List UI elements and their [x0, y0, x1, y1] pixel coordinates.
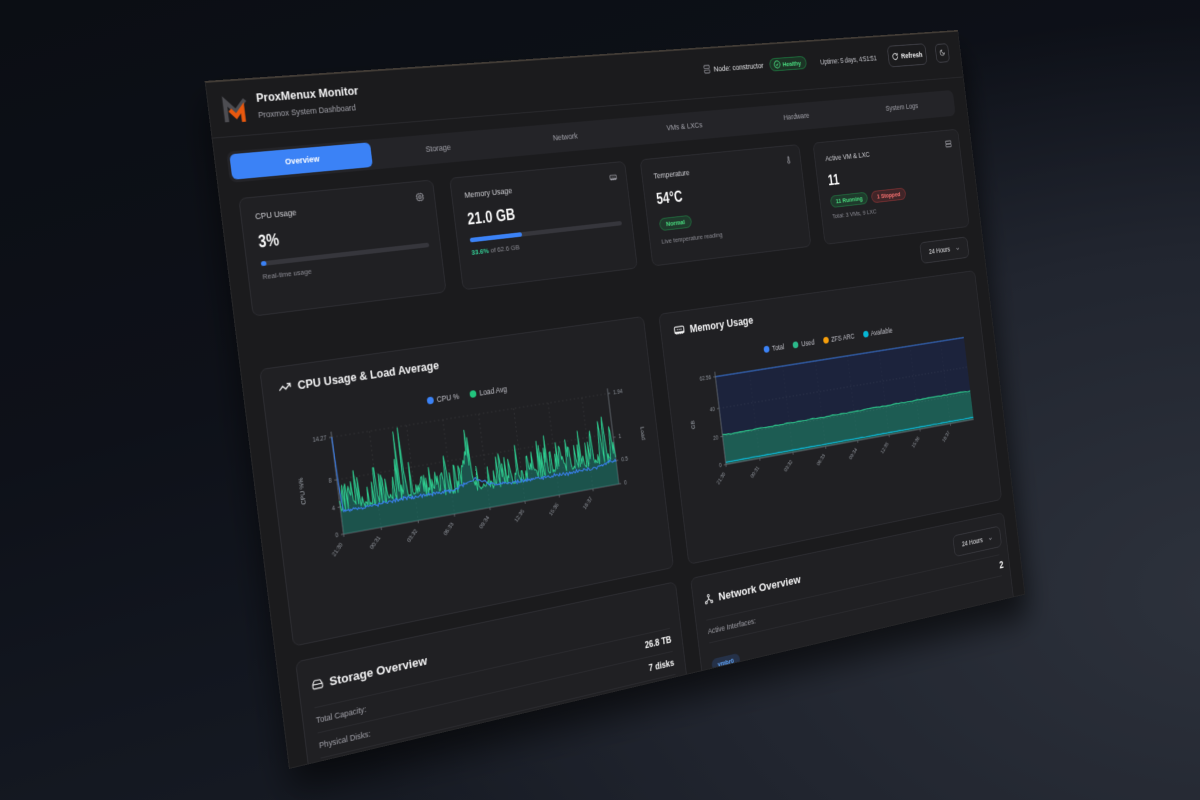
svg-text:06:33: 06:33 — [817, 453, 827, 467]
svg-text:62.56: 62.56 — [700, 376, 712, 383]
svg-text:00:31: 00:31 — [370, 535, 383, 551]
svg-text:14.27: 14.27 — [312, 436, 327, 444]
svg-text:0.5: 0.5 — [621, 457, 629, 464]
svg-text:18:37: 18:37 — [583, 496, 595, 511]
svg-text:21:30: 21:30 — [332, 542, 345, 558]
svg-text:0: 0 — [719, 464, 723, 470]
svg-text:18:37: 18:37 — [942, 430, 951, 443]
svg-text:4: 4 — [332, 506, 336, 512]
svg-text:03:32: 03:32 — [784, 459, 794, 473]
svg-text:1: 1 — [618, 434, 622, 440]
svg-text:15:36: 15:36 — [549, 502, 561, 517]
svg-text:8: 8 — [328, 479, 332, 485]
svg-text:20: 20 — [713, 435, 719, 441]
svg-text:40: 40 — [710, 407, 716, 413]
svg-text:09:34: 09:34 — [849, 447, 859, 461]
svg-text:1.94: 1.94 — [613, 390, 623, 397]
svg-text:03:32: 03:32 — [407, 528, 420, 544]
svg-text:15:36: 15:36 — [912, 436, 922, 450]
svg-text:12:35: 12:35 — [880, 441, 890, 455]
svg-text:GB: GB — [690, 420, 696, 430]
svg-text:12:35: 12:35 — [514, 508, 526, 523]
svg-text:00:31: 00:31 — [750, 465, 761, 479]
svg-text:0: 0 — [624, 481, 628, 487]
svg-text:09:34: 09:34 — [479, 515, 491, 530]
svg-text:0: 0 — [335, 533, 339, 539]
svg-text:21:30: 21:30 — [716, 471, 727, 485]
svg-text:06:33: 06:33 — [443, 521, 455, 537]
svg-text:Load: Load — [639, 426, 646, 440]
svg-text:CPU %%: CPU %% — [298, 477, 308, 505]
